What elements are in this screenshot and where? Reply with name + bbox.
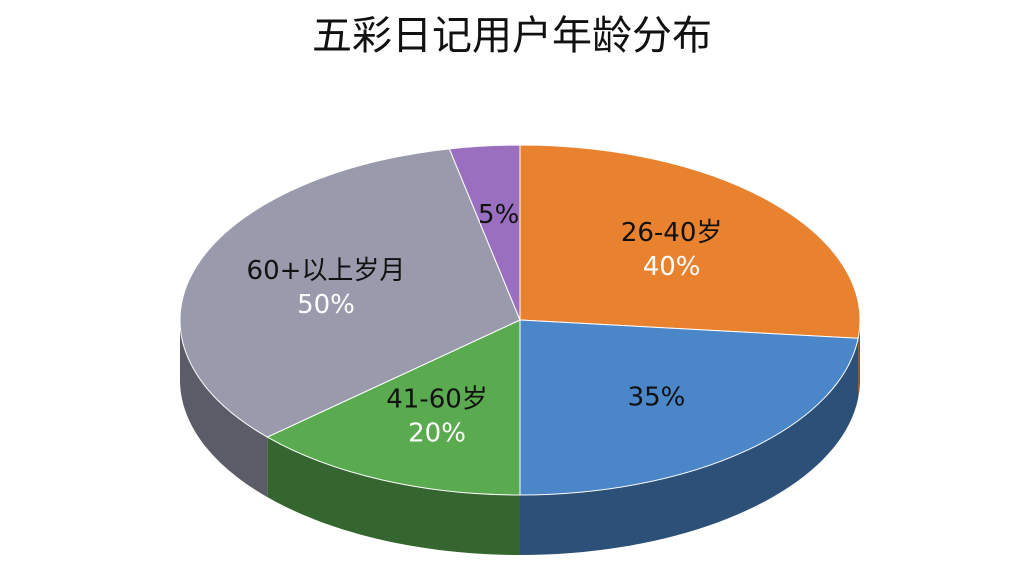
slice-label: 20%	[408, 418, 466, 448]
slice-label: 5%	[478, 200, 519, 230]
slice	[266, 319, 521, 496]
slice-category: 26-40岁	[621, 218, 723, 248]
slice-label: 40%	[643, 252, 701, 282]
slice	[519, 144, 861, 339]
slice-side	[858, 320, 860, 399]
slice-label: 35%	[628, 383, 686, 413]
slice	[179, 148, 521, 438]
slice-side	[267, 437, 520, 555]
slice	[519, 319, 859, 496]
slice-category: 41-60岁	[386, 384, 488, 414]
chart-title: 五彩日记用户年龄分布	[312, 13, 712, 59]
slice-label: 50%	[297, 290, 355, 320]
slice-side	[180, 320, 268, 498]
slice-side	[520, 338, 859, 555]
slice-category: 60+以上岁月	[247, 256, 406, 286]
slice	[448, 144, 521, 321]
